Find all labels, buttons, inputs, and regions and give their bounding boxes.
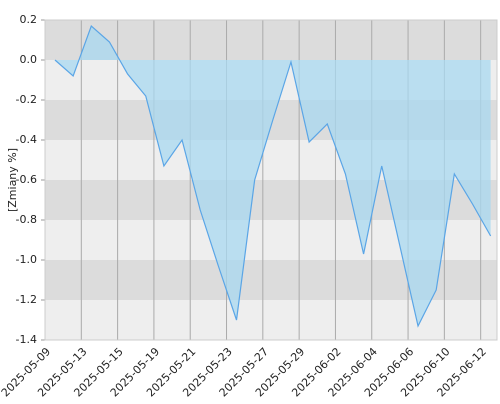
y-tick-label: -1.4 [16, 333, 37, 346]
area [54, 26, 491, 326]
y-tick-label: -0.4 [16, 133, 37, 146]
band [45, 20, 497, 60]
line [54, 24, 492, 328]
y-tick-label: -0.2 [16, 93, 37, 106]
band [45, 300, 497, 340]
y-tick-label: 0.2 [20, 13, 38, 26]
y-axis-label: [Zmiany %] [6, 148, 19, 212]
plot-border [44, 19, 498, 341]
y-tick-label: -0.6 [16, 173, 37, 186]
y-tick-label: 0.0 [20, 53, 38, 66]
y-tick-label: -1.0 [16, 253, 37, 266]
y-tick-label: -1.2 [16, 293, 37, 306]
y-tick-label: -0.8 [16, 213, 37, 226]
